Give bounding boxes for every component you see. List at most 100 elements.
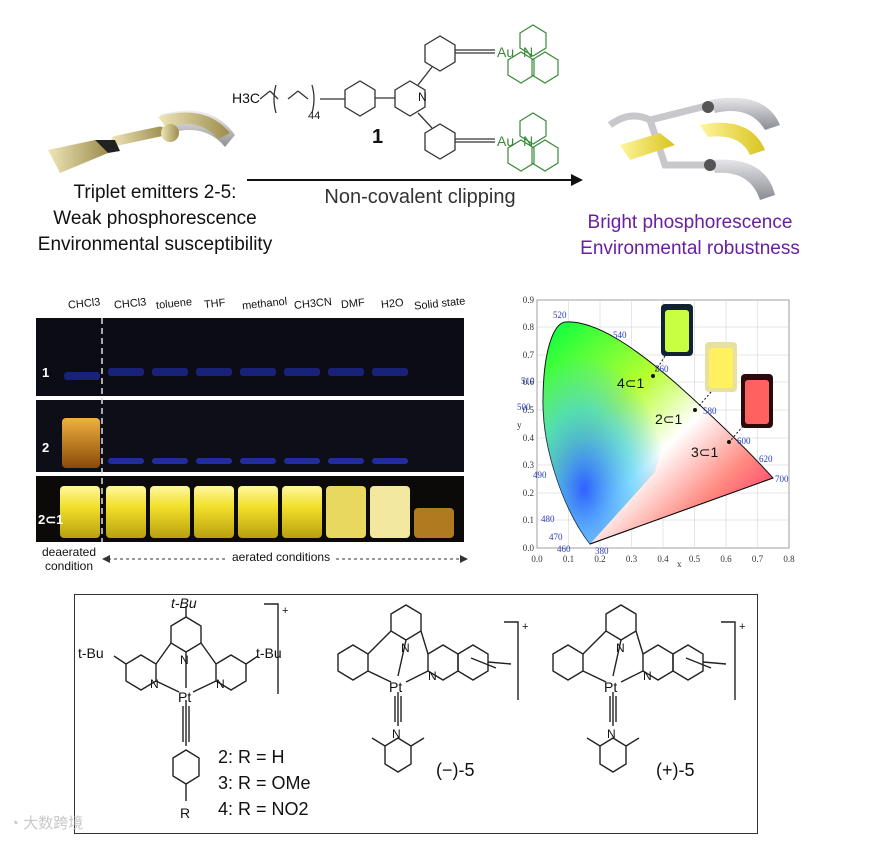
clipping-arrow — [247, 174, 583, 186]
substituent-legend: 2: R = H 3: R = OMe 4: R = NO2 — [218, 744, 311, 822]
col-label-0: CHCl3 — [67, 296, 101, 312]
right-title-line2: Environmental robustness — [580, 238, 800, 259]
cie-point-3c1 — [727, 440, 731, 444]
wl-700: 700 — [775, 474, 789, 484]
charge-5m: + — [522, 621, 528, 633]
cie-diagram: 0.0 0.1 0.2 0.3 0.4 0.5 0.6 0.7 0.8 x 0.… — [517, 295, 795, 569]
wl-520: 520 — [553, 310, 567, 320]
n-top-5m: N — [401, 641, 410, 655]
watermark-icon: ◔ — [10, 815, 20, 832]
right-title-line1: Bright phosphorescence — [587, 212, 793, 233]
r-label: R — [180, 805, 190, 821]
n-label-top: N — [523, 44, 533, 60]
x-tick-8: 0.8 — [783, 554, 795, 564]
y-tick-1: 0.1 — [523, 515, 534, 525]
charge-5p: + — [739, 621, 745, 633]
col-label-5: CH3CN — [293, 296, 333, 312]
col-label-2: toluene — [155, 296, 193, 312]
x-tick-3: 0.3 — [626, 554, 638, 564]
y-tick-7: 0.7 — [523, 350, 535, 360]
left-title-line3: Environmental susceptibility — [37, 234, 273, 255]
vial-photo — [36, 318, 464, 542]
tbu-top: t-Bu — [171, 596, 197, 611]
au-label-bottom: Au — [497, 133, 514, 149]
cie-point-2c1 — [693, 408, 697, 412]
watermark-text: 大数跨境 — [23, 815, 84, 832]
n-right-2: N — [216, 677, 225, 691]
wl-620: 620 — [759, 454, 773, 464]
x-tick-0: 0.0 — [531, 554, 543, 564]
host-guest-model — [607, 97, 780, 200]
wl-500: 500 — [517, 402, 531, 412]
pt-label-2: Pt — [178, 689, 191, 705]
col-label-4: methanol — [241, 295, 288, 313]
wl-510: 510 — [521, 376, 535, 386]
y-tick-8: 0.8 — [523, 322, 535, 332]
wl-480: 480 — [541, 514, 555, 524]
y-axis-label: y — [517, 420, 522, 430]
wl-560: 560 — [655, 364, 669, 374]
y-tick-9: 0.9 — [523, 295, 535, 305]
legend-4: 4: R = NO2 — [218, 799, 309, 819]
cie-label-3c1: 3⊂1 — [691, 444, 719, 460]
wl-600: 600 — [737, 436, 751, 446]
wl-580: 580 — [703, 406, 717, 416]
pyridine-n: N — [418, 90, 427, 104]
arrow-label: Non-covalent clipping — [324, 186, 516, 208]
n-iso-5m: N — [392, 727, 401, 741]
col-label-7: H2O — [380, 296, 405, 312]
x-tick-1: 0.1 — [563, 554, 574, 564]
au-label-top: Au — [497, 44, 514, 60]
wl-540: 540 — [613, 330, 627, 340]
n-iso-5p: N — [607, 727, 616, 741]
triplet-emitter-model — [48, 110, 235, 173]
wl-380: 380 — [595, 546, 609, 556]
y-tick-4: 0.4 — [523, 433, 535, 443]
peg-repeat: 44 — [308, 110, 320, 122]
right-title: Bright phosphorescence Environmental rob… — [560, 210, 820, 262]
left-title-line1: Triplet emitters 2-5: — [73, 182, 237, 203]
col-label-1: CHCl3 — [113, 296, 147, 312]
structures-box — [74, 594, 758, 834]
cie-point-4c1 — [651, 374, 655, 378]
x-tick-6: 0.6 — [720, 554, 732, 564]
col-label-8: Solid state — [413, 295, 466, 313]
n-center-2: N — [180, 653, 189, 667]
n-label-bottom: N — [523, 133, 533, 149]
legend-3: 3: R = OMe — [218, 773, 311, 793]
x-tick-7: 0.7 — [752, 554, 764, 564]
charge-2: + — [282, 605, 288, 617]
y-tick-0: 0.0 — [523, 543, 535, 553]
y-tick-5: 0.5 — [523, 405, 535, 415]
y-tick-2: 0.2 — [523, 488, 534, 498]
structures-drawing: t-Bu t-Bu t-Bu N N N Pt + R N N Pt N + N… — [78, 596, 745, 821]
legend-2: 2: R = H — [218, 747, 285, 767]
wl-470: 470 — [549, 532, 563, 542]
cie-label-4c1: 4⊂1 — [617, 375, 645, 391]
left-title: Triplet emitters 2-5: Weak phosphorescen… — [20, 180, 290, 258]
deaerated-line1: deaerated — [41, 545, 97, 559]
col-label-6: DMF — [340, 296, 366, 312]
wl-460: 460 — [557, 544, 571, 554]
deaerated-line2: condition — [44, 559, 94, 573]
pt-label-5m: Pt — [389, 679, 402, 695]
enantiomer-plus-label: (+)-5 — [656, 760, 695, 780]
y-tick-6: 0.6 — [523, 377, 535, 387]
x-axis-label: x — [677, 559, 682, 569]
n-right-5m: N — [428, 669, 437, 683]
tbu-left: t-Bu — [78, 645, 104, 661]
deaerated-caption: deaerated condition — [36, 545, 102, 573]
enantiomer-minus-label: (−)-5 — [436, 760, 475, 780]
pt-label-5p: Pt — [604, 679, 617, 695]
col-label-3: THF — [203, 296, 226, 312]
x-tick-4: 0.4 — [657, 554, 669, 564]
watermark: ◔ 大数跨境 — [10, 812, 83, 833]
row-label-3: 2⊂1 — [38, 512, 64, 527]
y-tick-3: 0.3 — [523, 460, 535, 470]
n-top-5p: N — [616, 641, 625, 655]
left-title-line2: Weak phosphorescence — [53, 208, 257, 229]
n-right-5p: N — [643, 669, 652, 683]
x-tick-5: 0.5 — [689, 554, 701, 564]
row-label-1: 1 — [42, 365, 50, 380]
aerated-caption: aerated conditions — [228, 550, 335, 564]
